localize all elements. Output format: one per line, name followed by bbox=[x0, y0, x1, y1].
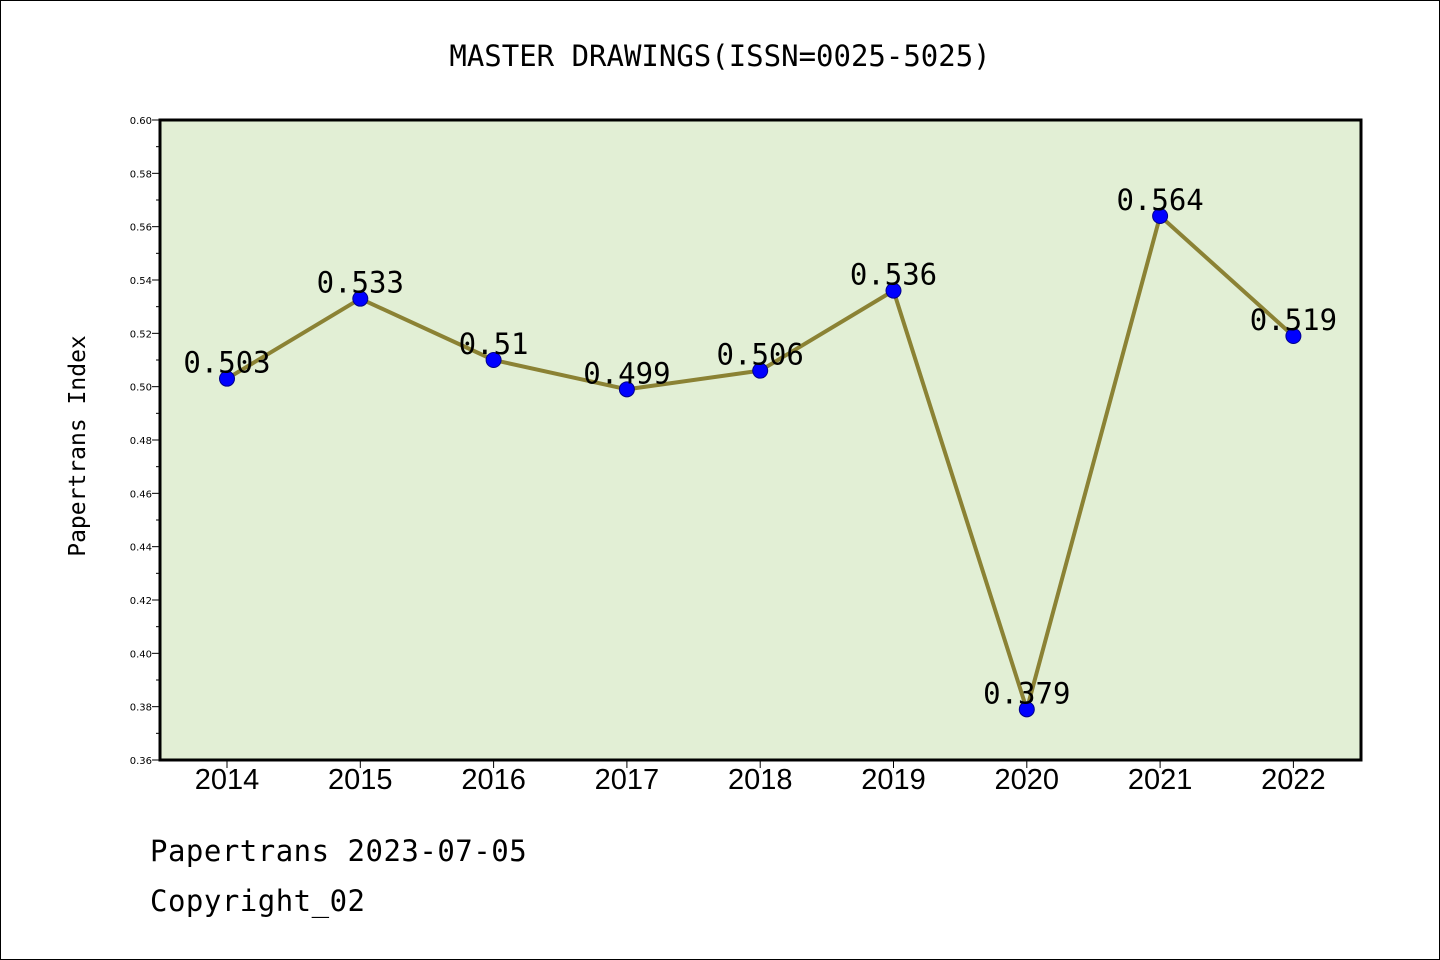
data-label-2021: 0.564 bbox=[1116, 183, 1203, 217]
x-tick-label-2: 2016 bbox=[461, 764, 526, 796]
data-point-2019 bbox=[885, 282, 902, 299]
data-label-2018: 0.506 bbox=[717, 338, 804, 372]
y-axis: 0.36 0.38 0.40 0.42 0.44 0.46 0.48 0.50 0.52 0.54… bbox=[130, 116, 160, 767]
plot-area bbox=[158, 118, 1363, 762]
data-label-2020: 0.379 bbox=[983, 676, 1070, 710]
x-tick-label-8: 2022 bbox=[1261, 764, 1326, 796]
y-tick-label-8: 0.52 bbox=[130, 329, 152, 340]
x-axis: 2014 2015 2016 2017 2018 2019 2020 2021 2022 bbox=[195, 760, 1326, 796]
data-point-2022 bbox=[1285, 328, 1302, 344]
y-tick-label-9: 0.54 bbox=[130, 276, 152, 287]
x-tick-label-3: 2017 bbox=[595, 764, 660, 796]
data-label-2015: 0.533 bbox=[317, 266, 404, 300]
y-tick-label-7: 0.50 bbox=[130, 383, 152, 394]
y-tick-label-12: 0.60 bbox=[130, 116, 152, 127]
chart-title: MASTER DRAWINGS(ISSN=0025-5025) bbox=[449, 39, 990, 73]
y-tick-label-4: 0.44 bbox=[130, 543, 152, 554]
data-point-2014 bbox=[219, 370, 235, 387]
y-tick-label-0: 0.36 bbox=[130, 756, 152, 767]
y-tick-label-1: 0.38 bbox=[130, 703, 152, 714]
y-tick-label-6: 0.48 bbox=[130, 436, 152, 447]
series-layer: 0.503 0.533 0.51 0.499 0.506 0.536 0.379 0.564 0… bbox=[183, 183, 1337, 718]
x-tick-label-4: 2018 bbox=[728, 764, 793, 796]
y-tick-label-3: 0.42 bbox=[130, 596, 152, 607]
data-point-2021 bbox=[1152, 208, 1169, 224]
data-label-2017: 0.499 bbox=[583, 356, 670, 390]
data-point-2016 bbox=[485, 352, 502, 368]
y-tick-label-11: 0.58 bbox=[130, 169, 152, 180]
data-label-2016: 0.51 bbox=[459, 327, 529, 361]
x-tick-label-7: 2021 bbox=[1128, 764, 1193, 796]
copyright-footnote: Copyright_02 bbox=[150, 884, 366, 918]
x-tick-label-1: 2015 bbox=[328, 764, 393, 796]
y-tick-label-2: 0.40 bbox=[130, 649, 152, 660]
data-point-2020 bbox=[1018, 701, 1035, 718]
data-label-2019: 0.536 bbox=[850, 258, 937, 292]
x-tick-label-0: 2014 bbox=[195, 764, 260, 796]
data-point-2015 bbox=[352, 290, 369, 307]
x-tick-label-6: 2020 bbox=[995, 764, 1060, 796]
y-tick-label-10: 0.56 bbox=[130, 223, 152, 234]
data-point-2018 bbox=[752, 362, 769, 379]
source-footnote: Papertrans 2023-07-05 bbox=[150, 834, 528, 868]
y-axis-label: Papertrans Index bbox=[65, 335, 91, 557]
y-tick-label-5: 0.46 bbox=[130, 489, 152, 500]
data-point-2017 bbox=[618, 381, 635, 398]
data-label-2022: 0.519 bbox=[1250, 303, 1337, 337]
x-tick-label-5: 2019 bbox=[861, 764, 926, 796]
data-label-2014: 0.503 bbox=[183, 346, 270, 380]
